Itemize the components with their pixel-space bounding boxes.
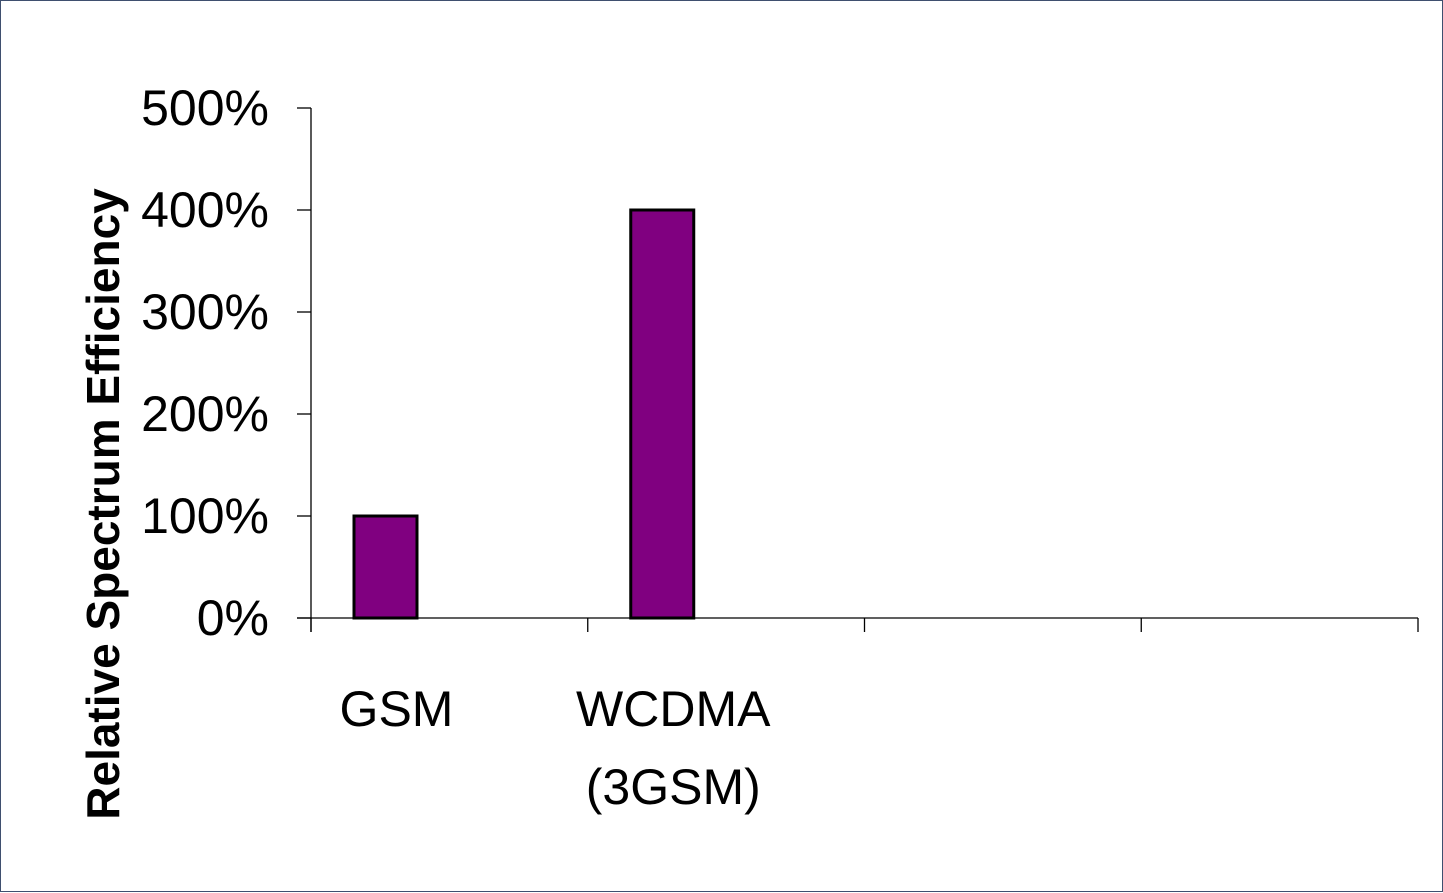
y-axis-ticks: 0% 100% 200% 300% 400% 500% bbox=[141, 80, 311, 646]
y-tick-label: 300% bbox=[141, 284, 269, 340]
y-tick-label: 0% bbox=[197, 590, 269, 646]
y-tick-label: 500% bbox=[141, 80, 269, 136]
bar-gsm bbox=[352, 514, 419, 620]
y-tick-label: 200% bbox=[141, 386, 269, 442]
bar-wcdma bbox=[629, 208, 696, 620]
y-tick-label: 100% bbox=[141, 488, 269, 544]
y-axis-title: Relative Spectrum Efficiency bbox=[77, 188, 129, 820]
axes bbox=[297, 108, 1418, 632]
y-tick-label: 400% bbox=[141, 182, 269, 238]
x-category-label: WCDMA (3GSM) bbox=[576, 681, 771, 815]
x-axis-ticks bbox=[310, 618, 1419, 632]
x-category-label: GSM bbox=[340, 681, 454, 737]
bars bbox=[352, 208, 696, 620]
category-labels: GSM WCDMA (3GSM) bbox=[340, 681, 772, 815]
